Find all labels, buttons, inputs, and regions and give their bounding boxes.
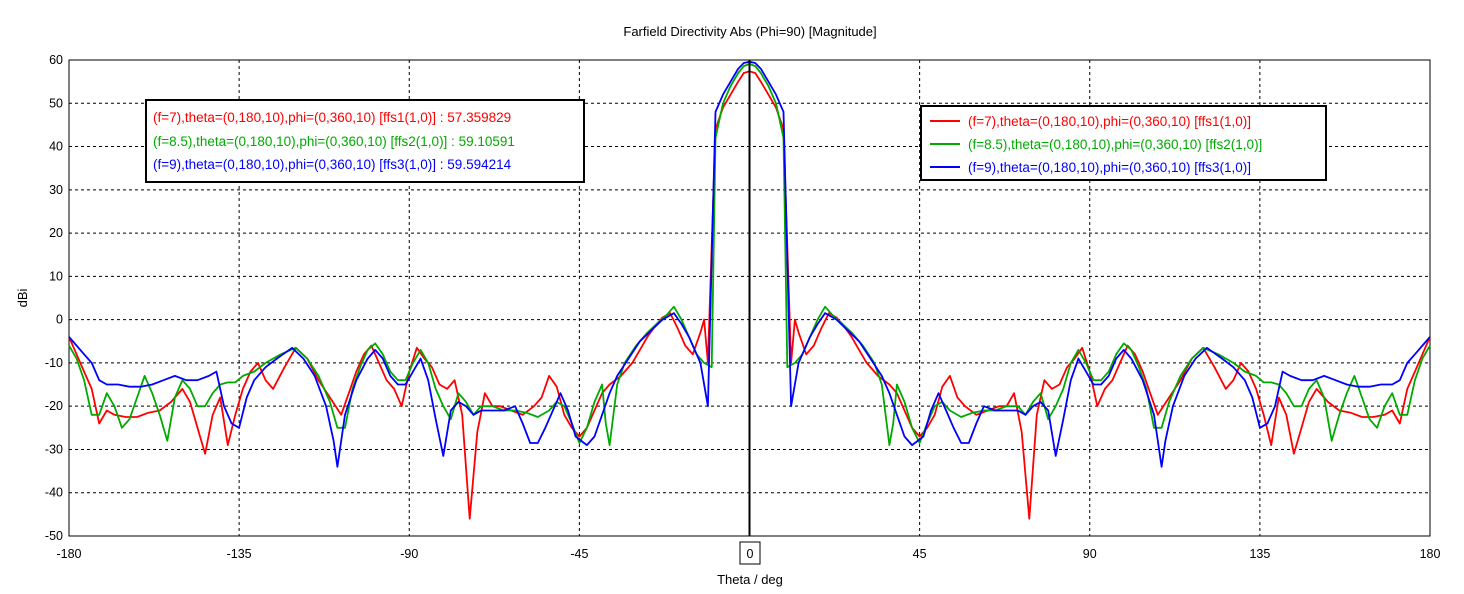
chart-title: Farfield Directivity Abs (Phi=90) [Magni…	[623, 24, 876, 39]
x-tick-label: 135	[1249, 547, 1270, 561]
x-tick-label: -90	[400, 547, 418, 561]
x-tick-label: 90	[1083, 547, 1097, 561]
legend-item[interactable]: (f=7),theta=(0,180,10),phi=(0,360,10) [f…	[930, 114, 1251, 129]
legend-label: (f=7),theta=(0,180,10),phi=(0,360,10) [f…	[968, 114, 1251, 129]
y-axis-label: dBi	[15, 288, 30, 307]
legend: (f=7),theta=(0,180,10),phi=(0,360,10) [f…	[920, 105, 1327, 181]
legend-item[interactable]: (f=9),theta=(0,180,10),phi=(0,360,10) [f…	[930, 160, 1251, 175]
legend-label: (f=9),theta=(0,180,10),phi=(0,360,10) [f…	[968, 160, 1251, 175]
zero-marker-label[interactable]: 0	[739, 541, 761, 565]
x-axis-label: Theta / deg	[717, 572, 783, 587]
annotation-line: (f=8.5),theta=(0,180,10),phi=(0,360,10) …	[153, 134, 515, 149]
y-tick-label: 30	[49, 183, 63, 197]
y-tick-label: -10	[45, 356, 63, 370]
zero-marker-text: 0	[747, 547, 754, 561]
x-tick-label: -180	[56, 547, 81, 561]
annotation-line: (f=7),theta=(0,180,10),phi=(0,360,10) [f…	[153, 110, 511, 125]
legend-item[interactable]: (f=8.5),theta=(0,180,10),phi=(0,360,10) …	[930, 137, 1262, 152]
legend-label: (f=8.5),theta=(0,180,10),phi=(0,360,10) …	[968, 137, 1262, 152]
y-tick-label: -40	[45, 486, 63, 500]
y-tick-label: -50	[45, 529, 63, 543]
y-tick-label: 0	[56, 313, 63, 327]
annotation-box: (f=7),theta=(0,180,10),phi=(0,360,10) [f…	[145, 99, 585, 183]
y-tick-label: 10	[49, 269, 63, 283]
x-tick-label: -45	[570, 547, 588, 561]
y-tick-label: 40	[49, 140, 63, 154]
annotation-line: (f=9),theta=(0,180,10),phi=(0,360,10) [f…	[153, 157, 512, 172]
x-tick-label: -135	[227, 547, 252, 561]
x-tick-label: 45	[913, 547, 927, 561]
y-tick-label: 60	[49, 53, 63, 67]
tick-labels: 60 50 40 30 20 10 0 -10 -20 -30 -40 -50 -180 -135 -90 -…	[45, 53, 1441, 561]
y-tick-label: -30	[45, 442, 63, 456]
y-tick-label: -20	[45, 399, 63, 413]
y-tick-label: 50	[49, 96, 63, 110]
y-tick-label: 20	[49, 226, 63, 240]
x-tick-label: 180	[1420, 547, 1441, 561]
